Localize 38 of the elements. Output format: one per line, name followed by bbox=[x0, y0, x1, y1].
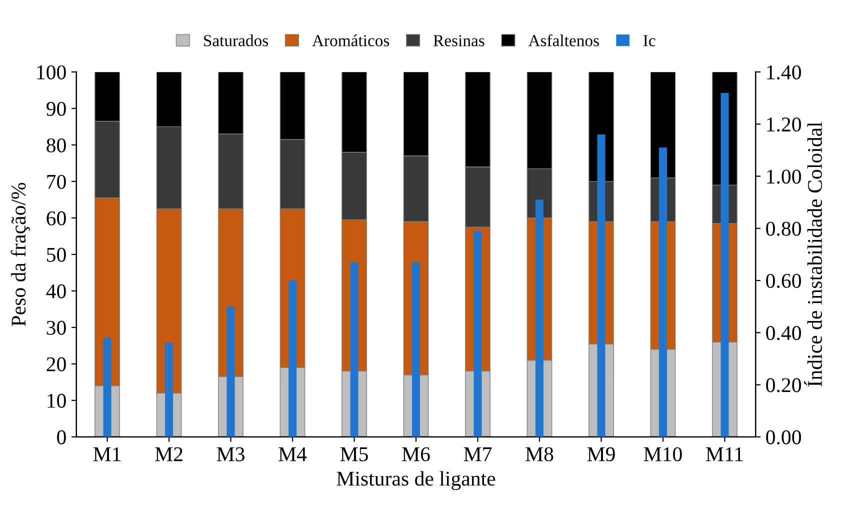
x-tick-label: M9 bbox=[587, 447, 615, 462]
y-tick-label: 0 bbox=[57, 430, 66, 444]
y-tick-label: 10 bbox=[48, 394, 66, 408]
x-tick-label: M5 bbox=[340, 447, 368, 462]
y-tick-label: 30 bbox=[46, 320, 66, 335]
y2-tick-label: 1.20 bbox=[767, 117, 801, 132]
x-tick-label: M1 bbox=[93, 447, 121, 462]
x-tick-label: M11 bbox=[706, 447, 743, 462]
y2-axis-title: Índice de instabilidade Coloidal bbox=[804, 122, 822, 386]
x-tick-label: M4 bbox=[278, 447, 307, 462]
y-tick-label: 90 bbox=[46, 102, 66, 116]
x-tick-label: M3 bbox=[216, 447, 244, 462]
y2-tick-label: 0.80 bbox=[766, 222, 801, 236]
y-tick-label: 60 bbox=[46, 211, 66, 226]
legend-label: Asfaltenos bbox=[528, 34, 599, 46]
y-tick-label: 100 bbox=[37, 65, 66, 80]
legend-label: Ic bbox=[643, 35, 656, 46]
y-tick-label: 70 bbox=[47, 174, 66, 189]
legend-label: Aromáticos bbox=[312, 34, 390, 46]
y2-tick-label: 0.40 bbox=[766, 326, 801, 340]
x-tick-label: M6 bbox=[402, 447, 430, 462]
x-tick-label: M10 bbox=[644, 447, 682, 462]
y2-tick-label: 0.00 bbox=[766, 430, 801, 444]
x-tick-label: M2 bbox=[155, 447, 182, 462]
x-tick-label: M7 bbox=[464, 447, 492, 462]
y-tick-label: 40 bbox=[46, 284, 66, 298]
y-tick-label: 50 bbox=[47, 248, 66, 262]
y2-tick-label: 0.20 bbox=[766, 378, 801, 392]
y-axis-title: Peso da fração/% bbox=[10, 182, 30, 326]
x-axis-title: Misturas de ligante bbox=[336, 471, 496, 490]
legend-label: Resinas bbox=[434, 35, 484, 46]
y2-tick-label: 1.40 bbox=[767, 65, 801, 80]
x-tick-label: M8 bbox=[526, 447, 554, 462]
y-tick-label: 20 bbox=[46, 357, 66, 372]
y2-tick-label: 0.60 bbox=[766, 274, 801, 288]
y2-tick-label: 1.00 bbox=[767, 170, 801, 184]
y-tick-label: 80 bbox=[46, 138, 66, 152]
legend-label: Saturados bbox=[204, 34, 268, 46]
